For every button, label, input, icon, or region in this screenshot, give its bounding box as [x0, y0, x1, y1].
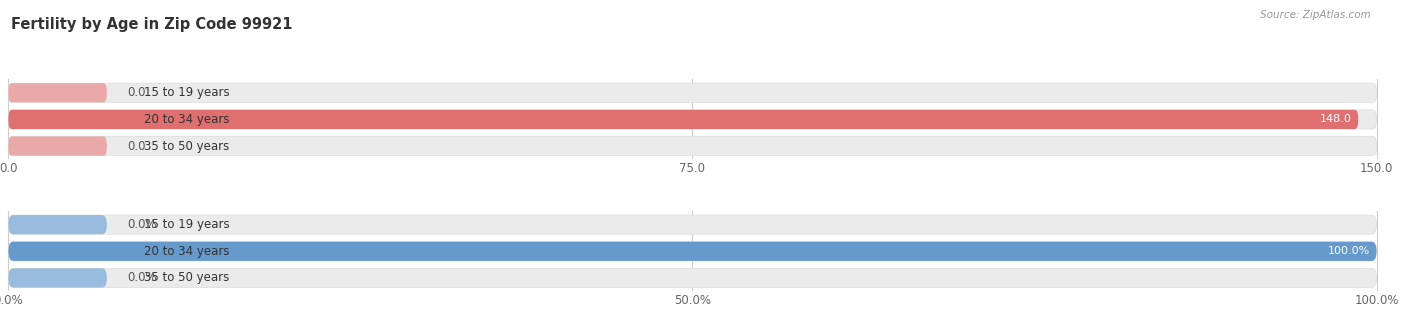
Text: 148.0: 148.0 — [1320, 115, 1351, 124]
FancyBboxPatch shape — [8, 83, 1376, 102]
Text: 20 to 34 years: 20 to 34 years — [143, 245, 229, 258]
FancyBboxPatch shape — [8, 110, 1376, 129]
Text: 0.0%: 0.0% — [128, 271, 157, 284]
Text: 20 to 34 years: 20 to 34 years — [143, 113, 229, 126]
FancyBboxPatch shape — [8, 83, 107, 102]
Text: 15 to 19 years: 15 to 19 years — [143, 218, 229, 231]
FancyBboxPatch shape — [8, 268, 1376, 288]
Text: 15 to 19 years: 15 to 19 years — [143, 86, 229, 99]
Text: 100.0%: 100.0% — [1327, 246, 1369, 256]
FancyBboxPatch shape — [8, 136, 1376, 156]
Text: 35 to 50 years: 35 to 50 years — [143, 140, 229, 153]
Text: 35 to 50 years: 35 to 50 years — [143, 271, 229, 284]
Text: Fertility by Age in Zip Code 99921: Fertility by Age in Zip Code 99921 — [11, 17, 292, 31]
Text: Source: ZipAtlas.com: Source: ZipAtlas.com — [1260, 10, 1371, 20]
FancyBboxPatch shape — [8, 268, 107, 288]
Text: 0.0%: 0.0% — [128, 218, 157, 231]
Text: 0.0: 0.0 — [128, 140, 146, 153]
FancyBboxPatch shape — [8, 242, 1376, 261]
Text: 0.0: 0.0 — [128, 86, 146, 99]
FancyBboxPatch shape — [8, 215, 1376, 234]
FancyBboxPatch shape — [8, 110, 1358, 129]
FancyBboxPatch shape — [8, 242, 1376, 261]
FancyBboxPatch shape — [8, 136, 107, 156]
FancyBboxPatch shape — [8, 215, 107, 234]
